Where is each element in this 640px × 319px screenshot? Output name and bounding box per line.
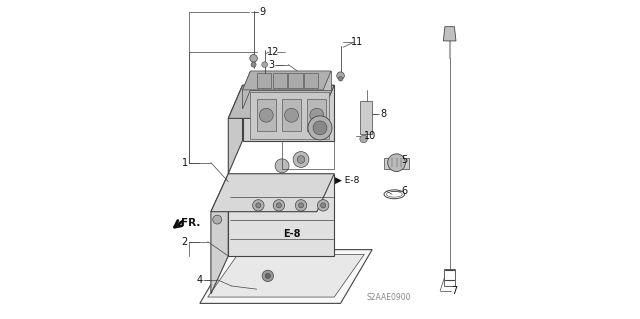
Polygon shape (273, 72, 287, 88)
Polygon shape (360, 101, 372, 134)
Text: 2: 2 (182, 237, 188, 247)
Circle shape (275, 159, 289, 173)
Circle shape (293, 152, 309, 167)
Polygon shape (444, 27, 456, 41)
Polygon shape (304, 72, 319, 88)
Text: ▶ E-8: ▶ E-8 (335, 175, 360, 185)
Circle shape (256, 203, 261, 208)
Polygon shape (250, 92, 330, 139)
Polygon shape (250, 71, 331, 90)
Circle shape (308, 116, 332, 140)
Polygon shape (211, 174, 334, 212)
Text: 7: 7 (452, 286, 458, 296)
Circle shape (266, 273, 270, 278)
Circle shape (213, 215, 221, 224)
Circle shape (250, 55, 257, 62)
Polygon shape (228, 85, 334, 118)
Circle shape (262, 270, 273, 282)
Text: 9: 9 (259, 7, 265, 18)
Circle shape (262, 62, 268, 68)
Circle shape (253, 200, 264, 211)
Circle shape (298, 203, 303, 208)
Polygon shape (384, 158, 409, 169)
Circle shape (360, 135, 367, 143)
Text: E-8: E-8 (283, 229, 300, 239)
Circle shape (295, 200, 307, 211)
Text: 11: 11 (351, 38, 364, 48)
Polygon shape (200, 250, 372, 303)
Circle shape (259, 108, 273, 122)
Circle shape (273, 200, 285, 211)
Circle shape (337, 72, 344, 79)
Polygon shape (243, 71, 331, 90)
Text: 5: 5 (402, 154, 408, 165)
Polygon shape (257, 100, 276, 131)
Text: 1: 1 (182, 158, 188, 168)
Circle shape (297, 156, 305, 163)
Circle shape (285, 108, 298, 122)
Circle shape (251, 62, 256, 67)
Polygon shape (282, 100, 301, 131)
Polygon shape (228, 85, 243, 174)
Text: 6: 6 (402, 186, 408, 196)
Polygon shape (208, 254, 364, 297)
Circle shape (276, 203, 282, 208)
Polygon shape (243, 85, 334, 141)
Circle shape (388, 154, 405, 172)
Polygon shape (243, 71, 250, 109)
Polygon shape (307, 100, 326, 131)
Circle shape (310, 108, 324, 122)
Polygon shape (228, 174, 334, 256)
Polygon shape (289, 72, 303, 88)
Circle shape (313, 121, 327, 135)
Text: S2AAE0900: S2AAE0900 (367, 293, 412, 301)
Circle shape (321, 203, 326, 208)
Text: 10: 10 (364, 131, 376, 141)
Text: 8: 8 (380, 109, 387, 119)
Circle shape (317, 200, 329, 211)
Polygon shape (257, 72, 271, 88)
Polygon shape (211, 174, 228, 294)
Text: 3: 3 (268, 60, 274, 70)
Text: 4: 4 (196, 275, 202, 285)
Circle shape (339, 77, 343, 81)
Text: 12: 12 (267, 47, 280, 57)
Text: FR.: FR. (182, 218, 201, 228)
